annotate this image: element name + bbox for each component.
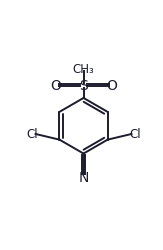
- Text: Cl: Cl: [26, 128, 37, 141]
- Text: O: O: [50, 79, 61, 93]
- Text: N: N: [78, 170, 89, 184]
- Text: O: O: [106, 79, 117, 93]
- Text: S: S: [79, 79, 88, 93]
- Text: CH₃: CH₃: [73, 62, 94, 76]
- Text: Cl: Cl: [130, 128, 141, 141]
